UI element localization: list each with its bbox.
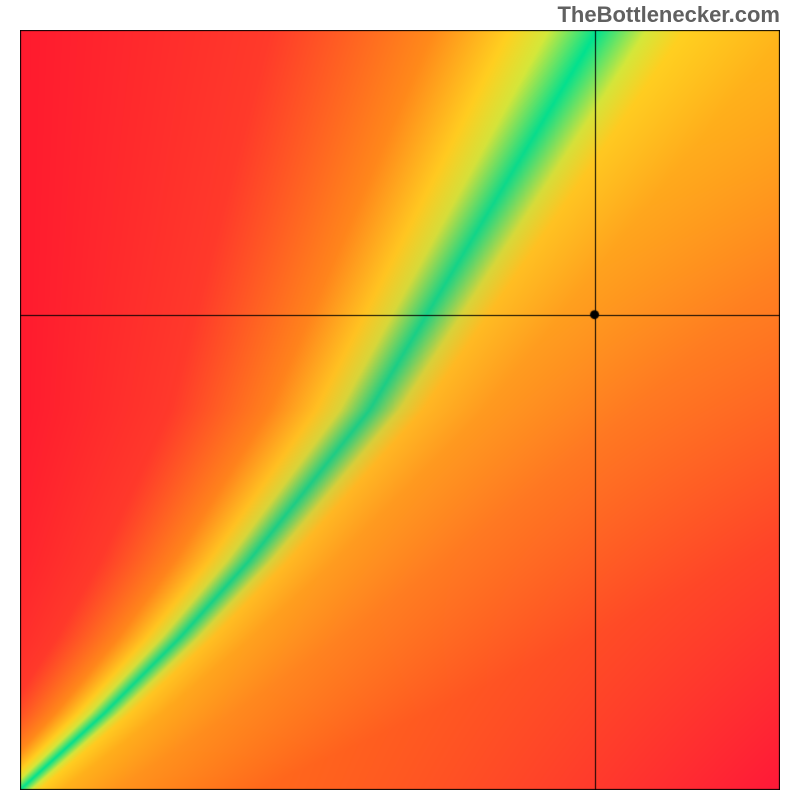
heatmap-canvas <box>20 30 780 790</box>
watermark-text: TheBottlenecker.com <box>557 2 780 28</box>
chart-container: TheBottlenecker.com <box>0 0 800 800</box>
